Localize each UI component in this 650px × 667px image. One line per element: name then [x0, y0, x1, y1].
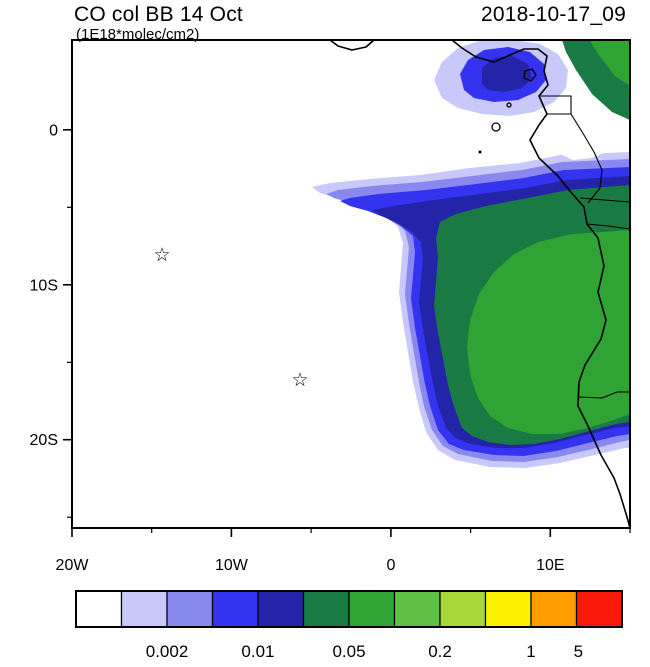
plot-title: CO col BB 14 Oct — [74, 3, 243, 26]
island — [506, 102, 512, 108]
colorbar-label: 0.002 — [146, 642, 189, 661]
map-area: ☆ ☆ 20W 10W 0 10E 0 10S 20S — [30, 39, 631, 574]
country-border — [577, 391, 630, 399]
colorbar-cell — [575, 590, 623, 628]
country-border — [539, 95, 572, 114]
colorbar-cell — [302, 590, 350, 628]
colorbar-cell — [120, 590, 168, 628]
y-axis-label: 0 — [49, 122, 58, 139]
y-axis-label: 20S — [30, 432, 58, 449]
colorbar-cell — [257, 590, 305, 628]
x-axis-label: 20W — [56, 557, 90, 574]
colorbar-label: 1 — [526, 642, 535, 661]
contour-fill-band7-main — [467, 230, 630, 434]
colorbar-cell — [530, 590, 578, 628]
colorbar-cell — [166, 590, 214, 628]
country-border — [586, 223, 631, 230]
colorbar-label: 0.2 — [428, 642, 452, 661]
colorbar-label: 0.01 — [241, 642, 274, 661]
plot-units-subtitle: (1E18*molec/cm2) — [76, 26, 200, 43]
plot-run-datetime: 2018-10-17_09 — [480, 3, 626, 26]
colorbar-cell — [439, 590, 487, 628]
country-border — [579, 197, 631, 203]
colorbar-cell — [484, 590, 532, 628]
colorbar-cell — [211, 590, 259, 628]
coastline — [329, 39, 375, 51]
coastline — [451, 39, 631, 529]
colorbar-cell — [75, 590, 123, 628]
y-axis-label: 10S — [30, 277, 58, 294]
colorbar-outline — [75, 590, 623, 628]
colorbar-label: 5 — [574, 642, 583, 661]
colorbar-label: 0.05 — [332, 642, 365, 661]
x-axis-label: 0 — [386, 557, 395, 574]
colorbar-cell — [393, 590, 441, 628]
x-axis-label: 10W — [215, 557, 249, 574]
contour-fill-band7-corner — [590, 40, 630, 86]
station-marker: ☆ — [291, 369, 308, 391]
island — [478, 150, 482, 154]
colorbar-cell — [348, 590, 396, 628]
x-axis-label: 10E — [536, 557, 564, 574]
country-border — [570, 113, 603, 204]
island — [491, 122, 501, 132]
station-marker: ☆ — [153, 244, 170, 266]
island — [523, 68, 537, 82]
contour-fill-band5-north — [482, 56, 532, 92]
